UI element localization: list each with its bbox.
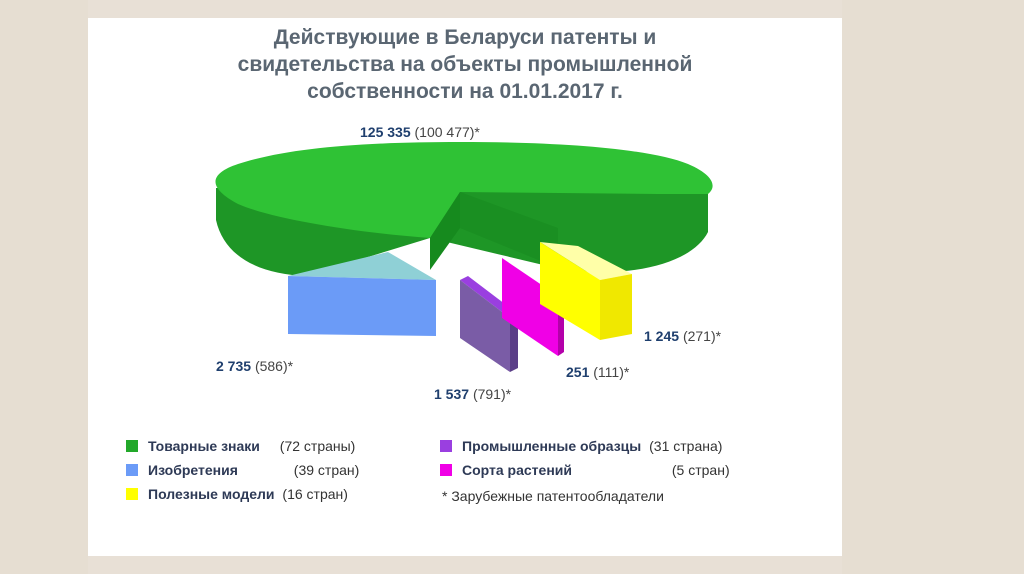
label-utility-foreign: (271)* [682,328,722,344]
slice-trademarks-top [215,142,713,238]
slice-trademarks-inner [430,192,460,270]
label-designs: 1 537 (791)* [434,386,511,402]
left-margin [0,0,88,574]
label-trademarks-foreign: (100 477)* [414,124,480,140]
legend-swatch-designs [440,440,452,452]
right-margin [842,0,1024,574]
slice-varieties-side [502,258,558,356]
legend-swatch-trademarks [126,440,138,452]
legend-countries-designs: (31 страна) [649,438,723,454]
label-inventions-value: 2 735 [216,358,252,374]
label-designs-value: 1 537 [434,386,470,402]
legend-name-trademarks: Товарные знаки [148,438,260,454]
legend-name-varieties: Сорта растений [462,462,572,478]
legend-countries-inventions: (39 стран) [293,462,360,478]
legend-name-inventions: Изобретения [148,462,238,478]
label-utility-value: 1 245 [644,328,680,344]
label-varieties: 251 (111)* [566,364,629,380]
label-trademarks-value: 125 335 [360,124,411,140]
slice-designs-side [460,280,510,372]
legend-countries-utility: (16 стран) [282,486,348,502]
label-inventions: 2 735 (586)* [216,358,293,374]
legend-item-trademarks: Товарные знаки (72 страны) [126,438,355,454]
slice-utility-edge [600,274,632,340]
label-varieties-foreign: (111)* [593,364,630,380]
label-trademarks: 125 335 (100 477)* [360,124,480,140]
slice-utility [540,242,632,340]
slice-designs-edge [510,314,518,372]
legend-item-inventions: Изобретения (39 стран) [126,462,359,478]
slice-utility-top [540,242,632,280]
chart-title: Действующие в Беларуси патенты и свидете… [88,24,842,105]
title-line-3: собственности на 01.01.2017 г. [307,80,623,103]
title-line-2: свидетельства на объекты промышленной [237,53,693,76]
slice-inventions-top [288,252,436,280]
slice-trademarks [215,142,713,276]
legend-swatch-utility [126,488,138,500]
legend-name-designs: Промышленные образцы [462,438,642,454]
slice-trademarks-inner2 [460,192,558,268]
legend-item-designs: Промышленные образцы (31 страна) [440,438,722,454]
legend-countries-trademarks: (72 страны) [279,438,356,454]
legend-item-varieties: Сорта растений (5 стран) [440,462,730,478]
legend-swatch-varieties [440,464,452,476]
title-line-1: Действующие в Беларуси патенты и [273,26,657,49]
legend-item-utility: Полезные модели (16 стран) [126,486,348,502]
label-designs-foreign: (791)* [472,386,512,402]
slice-inventions-side [288,276,436,336]
slice-utility-side [540,242,600,340]
pie-chart-3d [215,142,713,372]
legend-swatch-inventions [126,464,138,476]
legend-countries-varieties: (5 стран) [671,462,730,478]
legend-name-utility: Полезные модели [148,486,275,502]
slide: Действующие в Беларуси патенты и свидете… [88,18,842,556]
label-inventions-foreign: (586)* [254,358,294,374]
slice-inventions [288,252,436,336]
label-varieties-value: 251 [566,364,590,380]
label-utility: 1 245 (271)* [644,328,721,344]
footnote: * Зарубежные патентообладатели [442,488,664,504]
